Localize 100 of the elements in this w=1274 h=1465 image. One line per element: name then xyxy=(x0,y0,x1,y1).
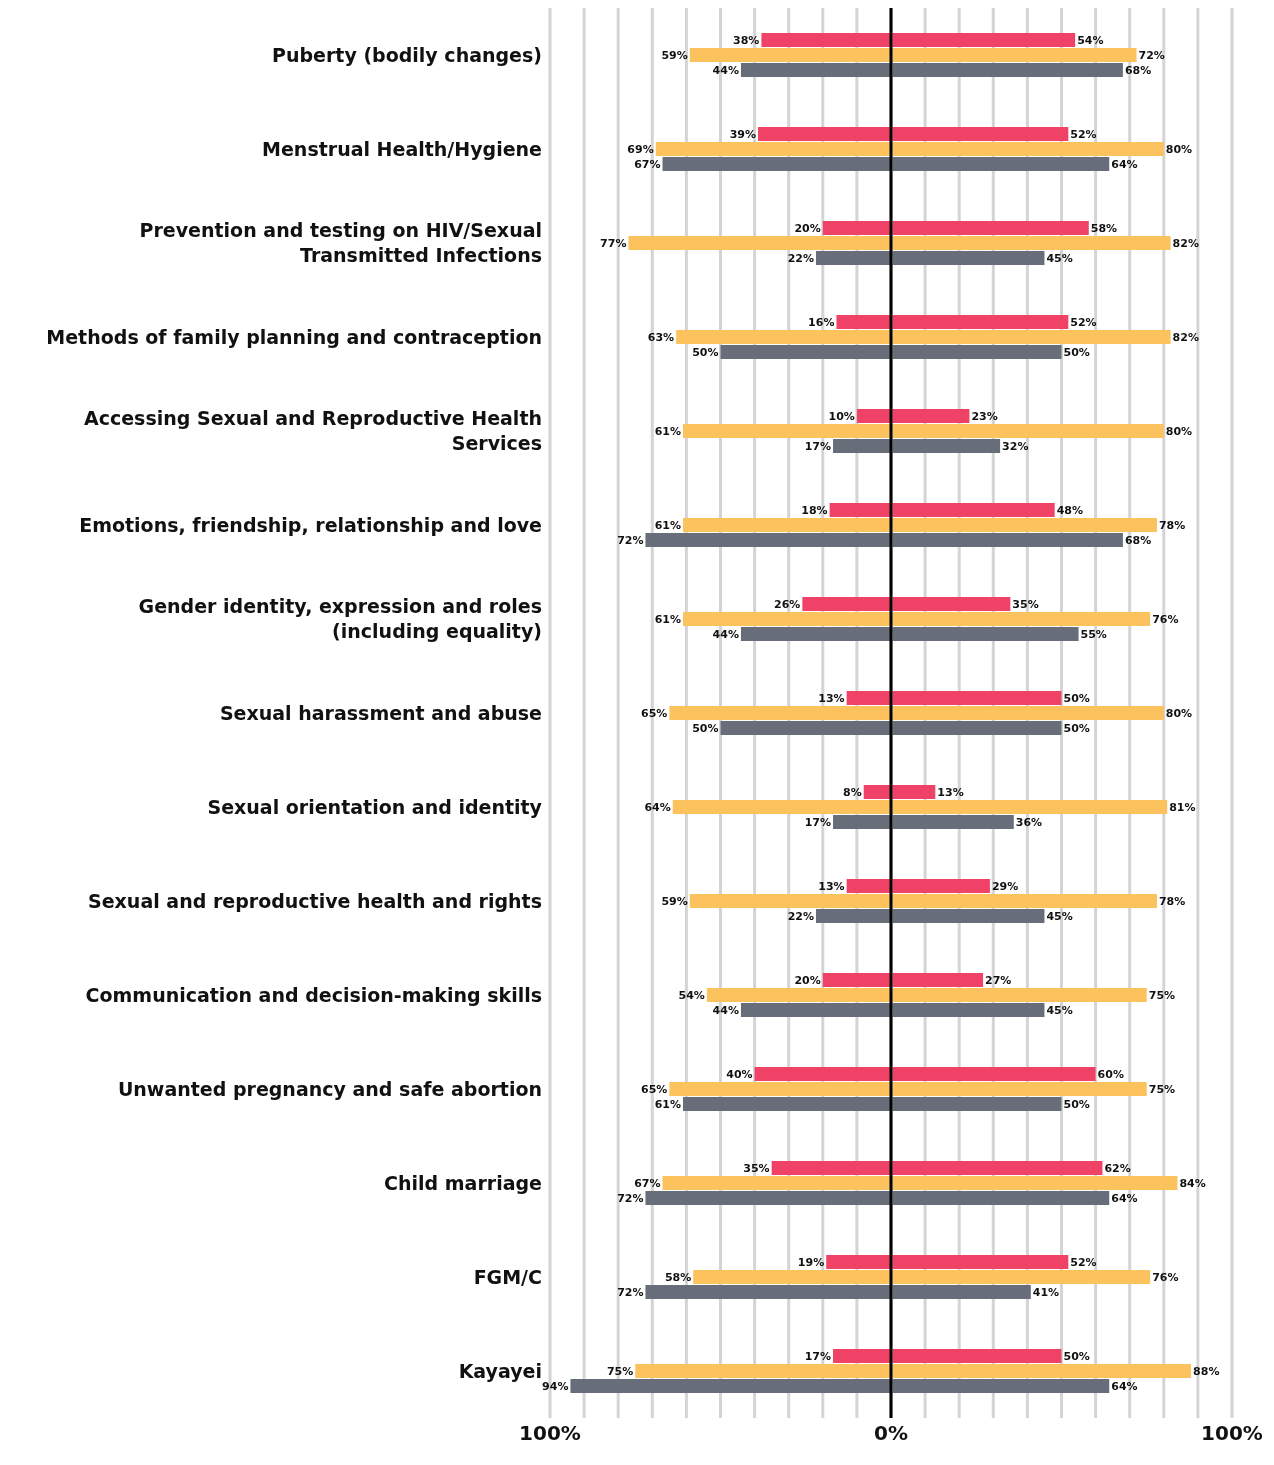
data-label: 59% xyxy=(661,894,688,908)
data-label: 59% xyxy=(661,48,688,62)
data-label: 64% xyxy=(1111,1379,1138,1393)
data-label: 26% xyxy=(774,597,801,611)
data-label: 22% xyxy=(787,909,814,923)
data-label: 60% xyxy=(1097,1067,1124,1081)
data-label: 23% xyxy=(971,409,998,423)
data-label: 54% xyxy=(678,988,705,1002)
y-tick-label: Emotions, friendship, relationship and love xyxy=(79,513,542,536)
data-label: 78% xyxy=(1158,894,1186,908)
y-tick-label: Communication and decision-making skills xyxy=(85,983,542,1006)
x-tick-label: 100% xyxy=(1201,1421,1263,1446)
data-label: 20% xyxy=(794,221,821,235)
data-label: 8% xyxy=(843,785,862,799)
data-label: 44% xyxy=(712,63,739,77)
data-label: 18% xyxy=(801,503,828,517)
x-tick-label: 0% xyxy=(874,1421,908,1446)
data-label: 39% xyxy=(729,127,757,141)
data-label: 62% xyxy=(1104,1161,1131,1175)
data-label: 50% xyxy=(1063,721,1090,735)
data-label: 29% xyxy=(991,879,1019,893)
y-tick-label: Kayayei xyxy=(458,1359,542,1382)
data-label: 81% xyxy=(1169,800,1196,814)
data-label: 75% xyxy=(1148,988,1176,1002)
data-label: 72% xyxy=(617,1191,644,1205)
data-label: 76% xyxy=(1152,1270,1179,1284)
y-tick-label: Sexual orientation and identity xyxy=(207,795,543,818)
data-label: 17% xyxy=(804,1349,832,1363)
data-label: 80% xyxy=(1165,142,1193,156)
data-label: 20% xyxy=(794,973,821,987)
data-label: 64% xyxy=(1111,157,1138,171)
data-label: 38% xyxy=(733,33,760,47)
data-label: 35% xyxy=(1012,597,1039,611)
data-label: 45% xyxy=(1046,909,1073,923)
data-label: 52% xyxy=(1070,315,1097,329)
data-label: 13% xyxy=(818,879,845,893)
data-label: 80% xyxy=(1165,424,1193,438)
data-label: 50% xyxy=(1063,1349,1090,1363)
data-label: 32% xyxy=(1002,439,1029,453)
data-label: 16% xyxy=(808,315,835,329)
data-label: 55% xyxy=(1080,627,1107,641)
data-label: 58% xyxy=(1090,221,1118,235)
data-label: 68% xyxy=(1124,533,1152,547)
data-label: 76% xyxy=(1152,612,1179,626)
data-label: 61% xyxy=(654,612,681,626)
data-label: 50% xyxy=(1063,345,1090,359)
data-label: 13% xyxy=(818,691,845,705)
y-tick-label: Menstrual Health/Hygiene xyxy=(262,137,542,160)
data-label: 10% xyxy=(828,409,855,423)
data-label: 88% xyxy=(1193,1364,1220,1378)
data-label: 94% xyxy=(542,1379,569,1393)
x-tick-label: 100% xyxy=(519,1421,581,1446)
data-label: 63% xyxy=(647,330,675,344)
data-label: 72% xyxy=(1138,48,1165,62)
data-label: 50% xyxy=(692,345,719,359)
data-label: 84% xyxy=(1179,1176,1206,1190)
data-label: 69% xyxy=(627,142,654,156)
data-label: 22% xyxy=(787,251,814,265)
y-tick-label: Methods of family planning and contraception xyxy=(46,325,542,348)
data-label: 50% xyxy=(692,721,719,735)
data-label: 67% xyxy=(634,1176,661,1190)
y-tick-label: Gender identity, expression and roles (including equality) xyxy=(138,595,542,643)
data-label: 19% xyxy=(797,1255,825,1269)
data-label: 68% xyxy=(1124,63,1152,77)
data-label: 65% xyxy=(641,1082,668,1096)
y-tick-label: Sexual harassment and abuse xyxy=(219,701,542,724)
y-tick-label: Sexual and reproductive health and rights xyxy=(88,889,542,912)
data-label: 41% xyxy=(1032,1285,1060,1299)
data-label: 13% xyxy=(937,785,964,799)
data-label: 80% xyxy=(1165,706,1193,720)
data-label: 61% xyxy=(654,424,681,438)
data-label: 72% xyxy=(617,533,644,547)
data-label: 75% xyxy=(1148,1082,1176,1096)
data-label: 61% xyxy=(654,1097,681,1111)
data-label: 17% xyxy=(804,439,832,453)
data-label: 45% xyxy=(1046,1003,1073,1017)
data-label: 82% xyxy=(1172,330,1199,344)
data-label: 77% xyxy=(600,236,627,250)
data-label: 36% xyxy=(1015,815,1043,829)
data-label: 72% xyxy=(617,1285,644,1299)
data-label: 67% xyxy=(634,157,661,171)
y-tick-label: Unwanted pregnancy and safe abortion xyxy=(117,1077,542,1100)
data-label: 82% xyxy=(1172,236,1199,250)
data-label: 61% xyxy=(654,518,681,532)
data-label: 48% xyxy=(1056,503,1084,517)
data-label: 44% xyxy=(712,627,739,641)
data-label: 78% xyxy=(1158,518,1186,532)
data-label: 64% xyxy=(644,800,671,814)
data-label: 17% xyxy=(804,815,832,829)
data-label: 35% xyxy=(743,1161,770,1175)
data-label: 27% xyxy=(985,973,1012,987)
y-tick-label: Prevention and testing on HIV/Sexual Transmitted Infections xyxy=(139,219,542,267)
y-tick-label: FGM/C xyxy=(473,1265,542,1288)
data-label: 75% xyxy=(606,1364,634,1378)
y-tick-label: Accessing Sexual and Reproductive Health Services xyxy=(84,407,542,455)
data-label: 45% xyxy=(1046,251,1073,265)
y-tick-label: Child marriage xyxy=(384,1171,542,1194)
data-label: 65% xyxy=(641,706,668,720)
data-label: 52% xyxy=(1070,127,1097,141)
data-label: 64% xyxy=(1111,1191,1138,1205)
